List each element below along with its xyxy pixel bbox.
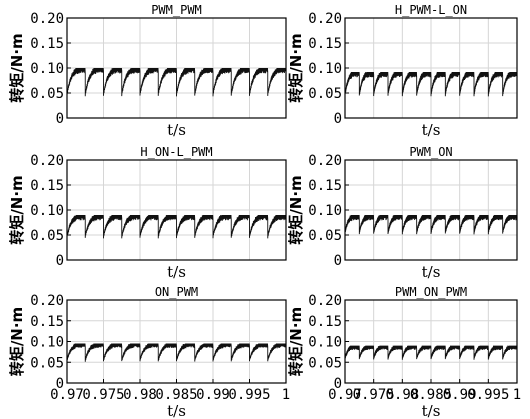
torque-series-line	[344, 345, 518, 360]
y-axis-label: 转矩/N·m	[8, 307, 26, 376]
y-tick-label: 0.05	[308, 228, 342, 244]
y-tick-label: 0.10	[30, 61, 64, 77]
y-tick-label: 0	[56, 111, 64, 127]
x-axis-label: t/s	[167, 263, 186, 281]
y-tick-label: 0	[56, 376, 64, 392]
chart-title: PWM_ON_PWM	[395, 285, 467, 299]
x-tick-label: 1	[513, 387, 521, 403]
chart-title: PWM_ON	[409, 145, 452, 159]
y-tick-label: 0.05	[30, 86, 64, 102]
x-tick-label: 0.98	[385, 387, 419, 403]
x-tick-label: 0.97	[328, 387, 362, 403]
y-axis-label: 转矩/N·m	[287, 33, 305, 102]
y-tick-label: 0.20	[30, 11, 64, 27]
torque-series-line	[344, 214, 518, 235]
x-axis-label: t/s	[167, 121, 186, 139]
y-axis-label: 转矩/N·m	[8, 33, 26, 102]
x-tick-label: 0.985	[410, 387, 452, 403]
y-tick-label: 0	[334, 111, 342, 127]
y-tick-label: 0.10	[308, 61, 342, 77]
chart-panel-1: 0 0.05 0.10 0.15 0.20 PWM_PWM t/s 转矩/N·m	[8, 3, 287, 139]
y-tick-label: 0	[334, 253, 342, 269]
y-tick-label: 0.15	[30, 314, 64, 330]
x-tick-label: 0.995	[467, 387, 509, 403]
y-tick-label: 0.10	[30, 335, 64, 351]
x-tick-label: 0.98	[123, 387, 157, 403]
torque-series-line	[66, 214, 287, 239]
torque-series-line	[66, 343, 287, 362]
chart-title: PWM_PWM	[151, 3, 202, 17]
x-tick-label: 0.97	[50, 387, 84, 403]
torque-series-line	[66, 67, 287, 97]
chart-title: H_PWM-L_ON	[395, 3, 467, 17]
y-tick-label: 0.05	[30, 228, 64, 244]
chart-panel-6: 0 0.05 0.10 0.15 0.20 0.970.9750.980.9850.990…	[287, 285, 521, 419]
chart-panel-5: 0 0.05 0.10 0.15 0.20 0.970.9750.980.9850.990…	[8, 285, 290, 419]
x-axis-label: t/s	[422, 402, 441, 419]
y-tick-label: 0.20	[308, 293, 342, 309]
chart-panel-4: 0 0.05 0.10 0.15 0.20 PWM_ON t/s 转矩/N·m	[287, 145, 518, 281]
chart-title: H_ON-L_PWM	[140, 145, 212, 159]
y-axis-label: 转矩/N·m	[287, 175, 305, 244]
chart-panel-2: 0 0.05 0.10 0.15 0.20 H_PWM-L_ON t/s 转矩/N·m	[287, 3, 518, 139]
chart-title: ON_PWM	[155, 285, 198, 299]
y-tick-label: 0.15	[308, 36, 342, 52]
y-tick-label: 0.05	[30, 355, 64, 371]
x-tick-label: 0.99	[443, 387, 477, 403]
y-tick-label: 0.20	[30, 153, 64, 169]
x-tick-label: 0.995	[228, 387, 270, 403]
x-tick-label: 0.975	[353, 387, 395, 403]
y-tick-label: 0.20	[30, 293, 64, 309]
y-tick-label: 0.05	[308, 355, 342, 371]
x-tick-label: 0.99	[196, 387, 230, 403]
y-tick-label: 0.20	[308, 153, 342, 169]
x-axis-label: t/s	[422, 263, 441, 281]
y-axis-label: 转矩/N·m	[287, 307, 305, 376]
y-tick-label: 0.15	[308, 178, 342, 194]
x-axis-label: t/s	[167, 402, 186, 419]
y-tick-label: 0.05	[308, 86, 342, 102]
chart-panel-3: 0 0.05 0.10 0.15 0.20 H_ON-L_PWM t/s 转矩/N·m	[8, 145, 287, 281]
y-tick-label: 0.10	[308, 203, 342, 219]
y-tick-label: 0.15	[30, 36, 64, 52]
y-tick-label: 0	[56, 253, 64, 269]
x-tick-label: 1	[282, 387, 290, 403]
y-tick-label: 0.10	[308, 335, 342, 351]
x-tick-label: 0.975	[82, 387, 124, 403]
y-tick-label: 0	[334, 376, 342, 392]
y-tick-label: 0.20	[308, 11, 342, 27]
y-tick-label: 0.15	[308, 314, 342, 330]
torque-series-line	[344, 71, 518, 97]
y-tick-label: 0.15	[30, 178, 64, 194]
y-tick-label: 0.10	[30, 203, 64, 219]
y-axis-label: 转矩/N·m	[8, 175, 26, 244]
x-axis-label: t/s	[422, 121, 441, 139]
x-tick-label: 0.985	[155, 387, 197, 403]
